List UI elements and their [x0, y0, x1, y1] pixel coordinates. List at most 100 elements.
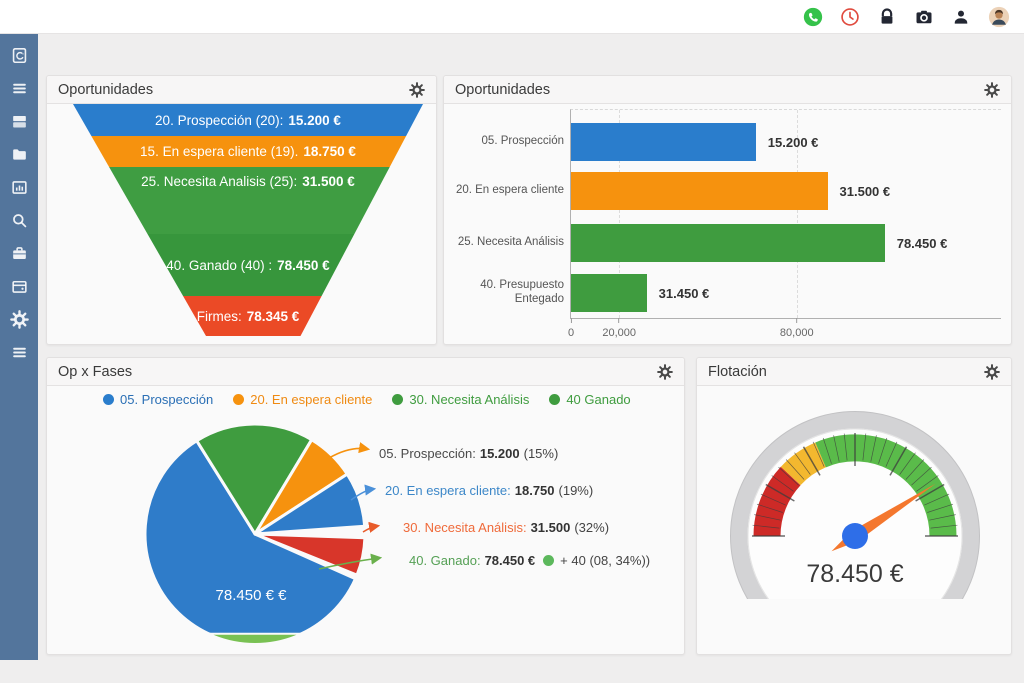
- y-axis-label: 40. Presupuesto Entegado: [480, 278, 564, 305]
- annotation-suffix: + 40 (08, 34%)): [560, 553, 651, 568]
- annotation-connector: [318, 553, 383, 570]
- sidebar-item-list[interactable]: [7, 342, 31, 363]
- sidebar-item-wallet[interactable]: [7, 276, 31, 297]
- funnel-segment-value: 78.345 €: [246, 308, 300, 324]
- annotation-value: 15.200: [479, 446, 520, 461]
- settings-gear-icon[interactable]: [984, 364, 1000, 380]
- annotation-value: 18.750: [514, 483, 555, 498]
- sidebar-item-search[interactable]: [7, 210, 31, 231]
- legend-label: 05. Prospección: [120, 392, 214, 407]
- wallet-icon: [10, 277, 29, 296]
- list-icon: [10, 343, 29, 362]
- green-dot-icon: [543, 555, 555, 566]
- pie-slice-light-green: [207, 632, 303, 645]
- camera-icon[interactable]: [914, 7, 934, 27]
- panel-pie-header: Op x Fases: [47, 358, 684, 386]
- tick-mark: [570, 318, 572, 323]
- legend-label: 40 Ganado: [566, 392, 631, 407]
- bar-y-axis-labels: 05. Prospección 20. En espera cliente 25…: [450, 109, 564, 319]
- bar-value-label: 31.500 €: [839, 183, 891, 199]
- x-axis-tick: 80,000: [780, 318, 814, 339]
- whatsapp-icon[interactable]: [803, 7, 823, 27]
- pie-annotation: 30. Necesita Análisis: 31.500 (32%): [403, 520, 609, 535]
- pie-annotation: 40. Ganado: 78.450 € + 40 (08, 34%)): [409, 553, 650, 568]
- legend-dot: [103, 394, 114, 405]
- panel-gauge-header: Flotación: [697, 358, 1011, 386]
- tick-label: 20,000: [602, 327, 636, 339]
- bar-row: 31.450 €: [571, 274, 1011, 312]
- bar-value-label: 31.450 €: [658, 285, 710, 301]
- gauge-chart: [730, 411, 980, 599]
- funnel-segment: 20. Prospección (20): 15.200 €: [73, 104, 423, 136]
- annotation-label: 40. Ganado:: [409, 553, 481, 568]
- settings-gear-icon[interactable]: [984, 82, 1000, 98]
- panel-funnel-header: Oportunidades: [47, 76, 436, 104]
- gauge-zone-red: [753, 466, 801, 537]
- annotation-label: 30. Necesita Análisis:: [403, 520, 527, 535]
- funnel-segment-label: Firmes:: [196, 308, 242, 324]
- bar-row: 78.450 €: [571, 224, 1011, 262]
- funnel-segment: 40. Ganado (40) : 78.450 €: [73, 234, 423, 296]
- bar-value-label: 15.200 €: [767, 134, 819, 150]
- sidebar-item-logo[interactable]: [7, 45, 31, 66]
- funnel-segment-value: 78.450 €: [277, 257, 330, 273]
- annotation-suffix: (32%): [574, 520, 610, 535]
- gridline: [619, 110, 621, 318]
- panel-bars-header: Oportunidades: [444, 76, 1011, 104]
- settings-gear-icon[interactable]: [657, 364, 673, 380]
- legend-item: 20. En espera cliente: [233, 392, 372, 407]
- topbar: [0, 0, 1024, 34]
- pie-chart: [143, 422, 383, 646]
- y-axis-label: 20. En espera cliente: [455, 183, 564, 196]
- menu-icon: [10, 79, 29, 98]
- annotation-connector: [328, 442, 371, 459]
- gauge-hub: [842, 523, 868, 549]
- pie-slice-big-blue: [143, 439, 357, 646]
- annotation-value: 31.500: [530, 520, 571, 535]
- panel-gauge: Flotación 78.450 €: [696, 357, 1012, 655]
- avatar[interactable]: [988, 6, 1010, 28]
- sidebar-item-menu[interactable]: [7, 78, 31, 99]
- sidebar-item-folder[interactable]: [7, 144, 31, 165]
- legend-dot: [233, 394, 245, 405]
- gauge-outer-ring: [730, 411, 980, 599]
- bar-value-label: 78.450 €: [896, 235, 948, 251]
- gauge-ticks: [752, 433, 958, 537]
- lock-icon[interactable]: [877, 7, 897, 27]
- panel-bars: Oportunidades 05. Prospección 20. En esp…: [443, 75, 1012, 345]
- legend-dot: [392, 394, 404, 405]
- funnel-segment: 25. Necesita Analisis (25): 31.500 €: [73, 167, 423, 234]
- panel-title: Flotación: [708, 363, 767, 380]
- funnel-segment-label: 15. En espera cliente (19).: [140, 144, 299, 159]
- chart-box-icon: [10, 178, 29, 197]
- sidebar-item-reports[interactable]: [7, 177, 31, 198]
- funnel-segment-value: 31.500 €: [302, 174, 355, 189]
- pie-slice-green: [195, 422, 314, 536]
- search-icon: [10, 211, 29, 230]
- settings-gear-icon[interactable]: [409, 82, 425, 98]
- funnel-segment-value: 15.200 €: [288, 112, 341, 128]
- cards-icon: [10, 112, 29, 131]
- tick-label: 0: [567, 327, 575, 339]
- funnel-segment: Firmes: 78.345 €: [73, 296, 423, 336]
- pie-annotation: 20. En espera cliente: 18.750 (19%): [385, 483, 593, 498]
- sidebar-item-cards[interactable]: [7, 111, 31, 132]
- sidebar-item-settings[interactable]: [7, 309, 31, 330]
- panel-pie: Op x Fases 05. Prospección 20. En espera…: [46, 357, 685, 655]
- tick-mark: [618, 318, 620, 323]
- user-tray-icon[interactable]: [951, 7, 971, 27]
- sidebar-item-briefcase[interactable]: [7, 243, 31, 264]
- legend-item: 30. Necesita Análisis: [392, 392, 529, 407]
- legend-item: 40 Ganado: [549, 392, 631, 407]
- legend-label: 20. En espera cliente: [250, 392, 373, 407]
- gauge-value: 78.450 €: [806, 560, 904, 588]
- legend-label: 30. Necesita Análisis: [409, 392, 530, 407]
- annotation-label: 05. Prospección:: [379, 446, 476, 461]
- pie-slice-small-blue: [253, 472, 367, 536]
- clock-icon[interactable]: [840, 7, 860, 27]
- funnel-chart: 20. Prospección (20): 15.200 € 15. En es…: [73, 104, 423, 336]
- panel-title: Op x Fases: [58, 363, 133, 380]
- bar: [571, 274, 647, 312]
- logo-icon: [10, 46, 29, 65]
